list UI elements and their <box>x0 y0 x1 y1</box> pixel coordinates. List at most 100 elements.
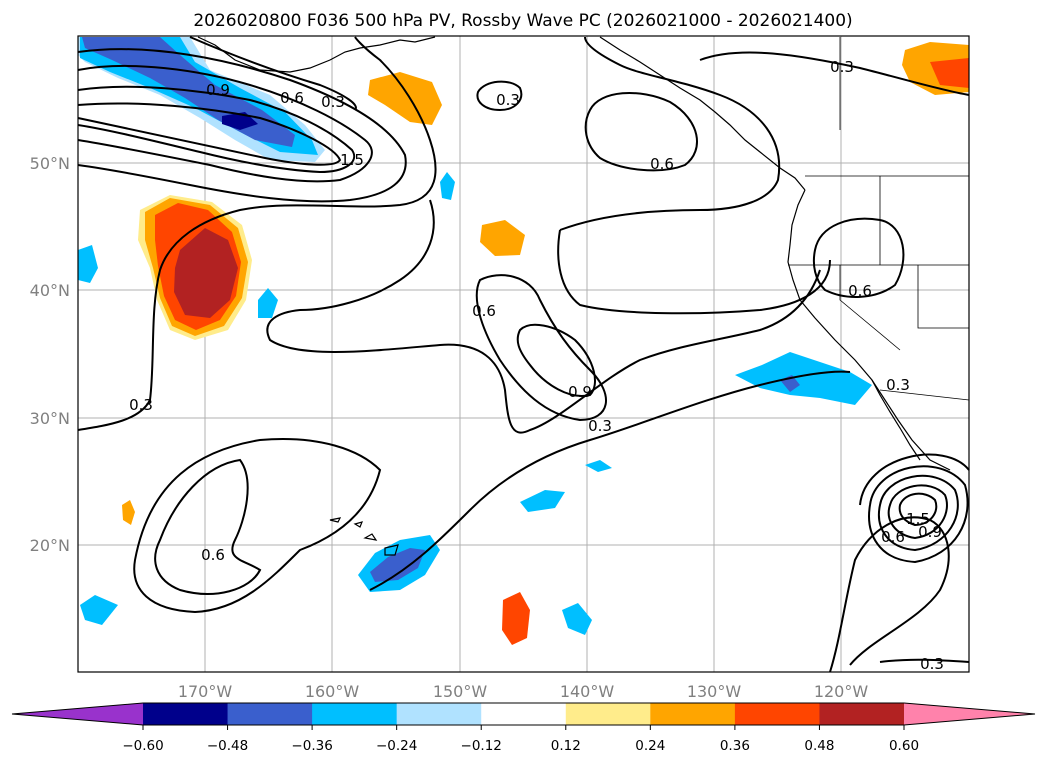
negative-anomaly-small-4 <box>78 245 98 283</box>
colorbar-extend-below <box>12 703 143 725</box>
negative-anomaly-small-1 <box>520 490 565 512</box>
contour-0.3-ridge <box>559 36 781 231</box>
contour-0.9-loop-central <box>516 323 596 397</box>
contour-0.6-loop-west-coast <box>812 217 905 298</box>
contour-label: 0.6 <box>201 546 225 564</box>
colorbar-tick-label: 0.36 <box>720 738 750 754</box>
contour-label: 0.3 <box>129 396 153 414</box>
contour-nw-1 <box>77 64 373 183</box>
contour-nw-4 <box>77 48 407 203</box>
negative-anomaly-hawaii-core <box>370 548 425 582</box>
contour-low-4 <box>868 465 969 564</box>
lon-tick-label: 120°W <box>814 682 869 701</box>
colorbar-bins <box>143 703 905 725</box>
colorbar-bin <box>396 703 482 725</box>
lat-tick-label: 30°N <box>30 409 70 428</box>
contour-0.3-inner <box>557 229 831 315</box>
colorbar-tick-label: −0.12 <box>461 738 502 754</box>
contour-label: 0.3 <box>321 93 345 111</box>
positive-anomaly-ne-core <box>930 58 969 88</box>
colorbar: −0.60 −0.48 −0.36 −0.24 −0.12 0.12 0.24 0.36 0.4… <box>11 702 1036 754</box>
colorbar-tick-label: −0.24 <box>376 738 417 754</box>
contour-label: 0.6 <box>881 528 905 546</box>
negative-anomaly-baja <box>735 352 872 405</box>
contour-label: 0.3 <box>886 376 910 394</box>
lat-tick-label: 40°N <box>30 281 70 300</box>
contour-labels: 0.9 0.6 0.3 1.5 0.3 0.6 0.6 0.3 0.6 0.9 … <box>129 58 944 673</box>
negative-anomaly-small-3 <box>80 595 118 625</box>
lon-tick-label: 160°W <box>305 682 360 701</box>
contour-label: 0.6 <box>280 89 304 107</box>
colorbar-ticks: −0.60 −0.48 −0.36 −0.24 −0.12 0.12 0.24 0.36 0.4… <box>122 725 919 754</box>
colorbar-bin <box>734 703 820 725</box>
contour-0.3-large <box>77 36 437 431</box>
colorbar-bin <box>819 703 905 725</box>
colorbar-tick-label: −0.36 <box>291 738 332 754</box>
positive-anomaly-south <box>502 592 530 645</box>
coastline-baja <box>871 379 921 461</box>
colorbar-bin <box>650 703 736 725</box>
lon-tick-label: 150°W <box>433 682 488 701</box>
positive-anomaly-central <box>480 220 525 256</box>
map-background <box>78 36 969 672</box>
contour-label: 0.9 <box>568 383 592 401</box>
contour-low-5 <box>859 453 970 506</box>
colorbar-tick-label: 0.24 <box>635 738 665 754</box>
colorbar-tick-label: 0.48 <box>804 738 834 754</box>
lat-tick-label: 20°N <box>30 536 70 555</box>
coastline-west-coast <box>787 189 951 471</box>
map-panel: 0.9 0.6 0.3 1.5 0.3 0.6 0.6 0.3 0.6 0.9 … <box>77 35 970 673</box>
figure-title: 2026020800 F036 500 hPa PV, Rossby Wave … <box>193 11 852 31</box>
contour-low-2 <box>887 484 948 540</box>
colorbar-tick-label: −0.60 <box>122 738 163 754</box>
colorbar-tick-label: 0.12 <box>551 738 581 754</box>
colorbar-bin <box>312 703 398 725</box>
contour-central-ridge <box>266 199 821 434</box>
contour-low-3 <box>877 474 959 552</box>
contour-label: 1.5 <box>340 151 364 169</box>
contour-label: 0.3 <box>830 58 854 76</box>
coastline-alaska <box>197 36 436 73</box>
contour-label: 0.6 <box>650 155 674 173</box>
lat-tick-label: 50°N <box>30 154 70 173</box>
colorbar-bin <box>565 703 651 725</box>
contour-low-1 <box>898 492 938 527</box>
positive-anomaly-gulf <box>368 72 442 125</box>
pv-contours <box>77 36 970 673</box>
colorbar-bin <box>143 703 229 725</box>
lon-tick-label: 140°W <box>560 682 615 701</box>
lon-tick-label: 170°W <box>178 682 233 701</box>
contour-0.3-ne-edge <box>699 51 970 96</box>
contour-label: 0.6 <box>472 302 496 320</box>
lon-tick-label: 130°W <box>687 682 742 701</box>
contour-label: 0.3 <box>496 91 520 109</box>
contour-0.6-south-loop <box>154 458 262 595</box>
positive-anomaly-small-w <box>122 500 135 525</box>
contour-label: 0.3 <box>588 417 612 435</box>
colorbar-bin <box>227 703 313 725</box>
contour-aleutian <box>189 36 357 111</box>
map-gridlines <box>78 36 969 672</box>
contour-nw-2 <box>77 85 355 174</box>
map-frame <box>77 35 970 673</box>
contour-0.6-loop-central <box>475 274 607 422</box>
contour-nw-3 <box>77 102 342 166</box>
contour-0.3-loop-alaska <box>476 80 523 112</box>
coastline-hawaii <box>329 517 399 556</box>
negative-anomaly-small-5 <box>258 288 278 318</box>
contour-0.3-south-loop <box>133 438 382 614</box>
contour-0.3-diagonal <box>369 370 851 591</box>
contour-label: 1.5 <box>906 510 930 528</box>
negative-anomaly-small-7 <box>585 460 612 472</box>
positive-anomaly-w-core <box>174 228 238 318</box>
colorbar-tick-label: 0.60 <box>889 738 919 754</box>
colorbar-tick-label: −0.48 <box>207 738 248 754</box>
contour-label: 0.9 <box>206 81 230 99</box>
pv-anomaly-shading <box>78 37 969 645</box>
contour-label: 0.6 <box>848 282 872 300</box>
negative-anomaly-small-2 <box>562 603 592 635</box>
longitude-labels: 170°W 160°W 150°W 140°W 130°W 120°W <box>178 682 869 701</box>
contour-0.6-loop-ne <box>584 92 698 172</box>
negative-anomaly-small-6 <box>440 172 455 200</box>
